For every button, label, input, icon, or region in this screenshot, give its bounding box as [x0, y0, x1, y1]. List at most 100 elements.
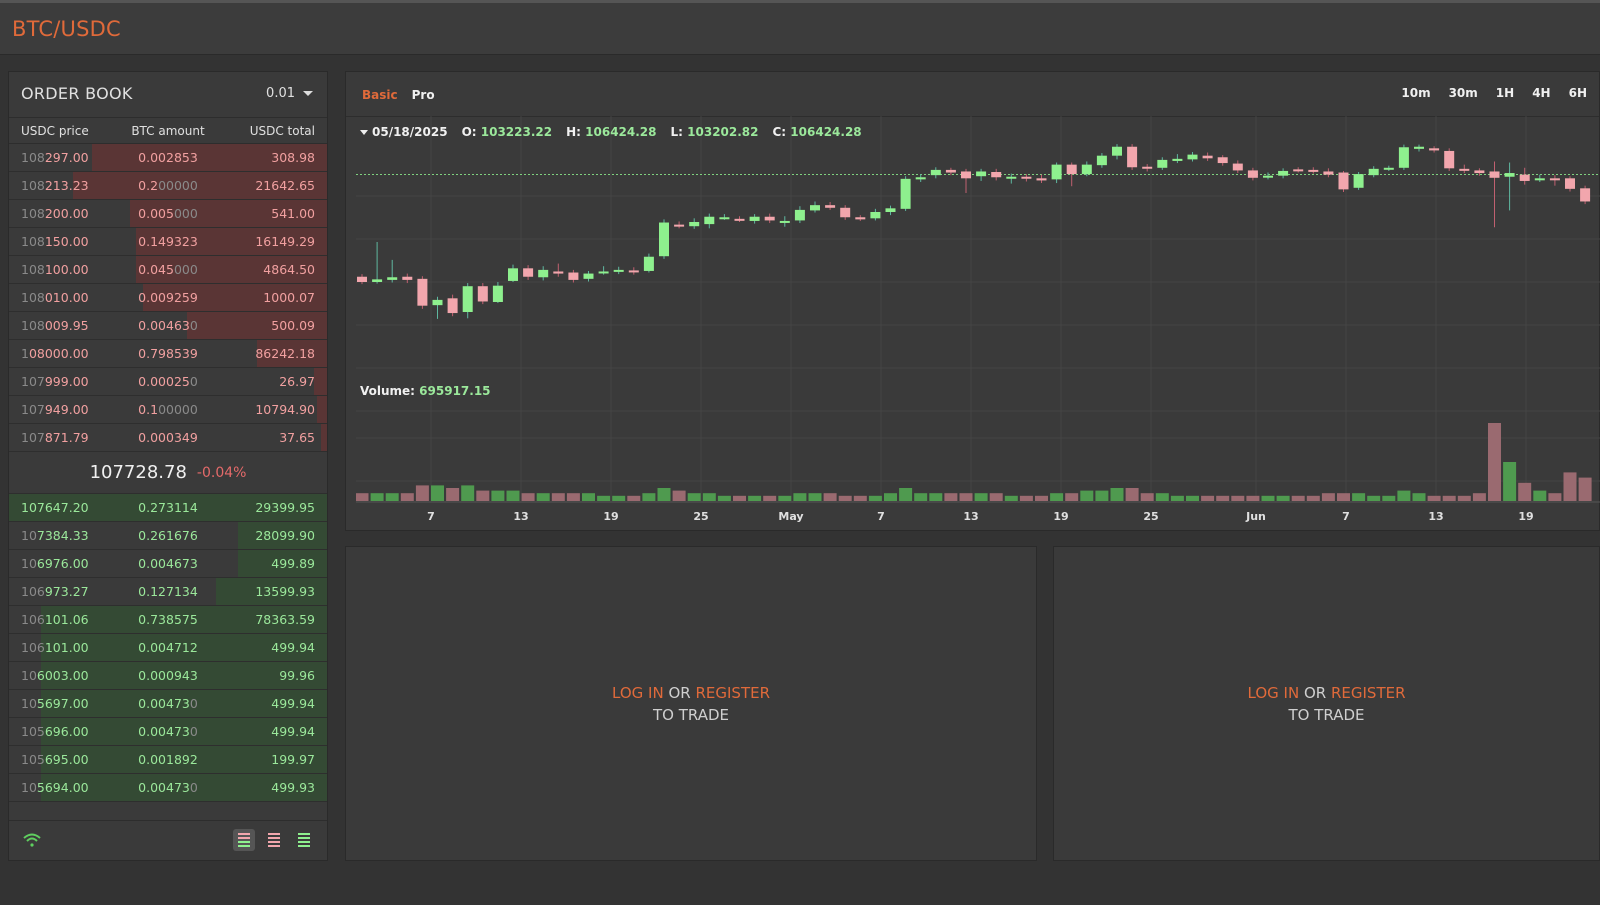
volume-label: Volume:: [360, 384, 415, 398]
bid-row[interactable]: 106003.00 0.000943 99.96: [9, 662, 327, 690]
ask-row[interactable]: 108200.00 0.005000 541.00: [9, 200, 327, 228]
asks-only-icon[interactable]: [263, 829, 285, 851]
row-amount: 0.127134: [119, 584, 217, 599]
candle-body: [1232, 163, 1243, 171]
ohlc-close-label: C:: [772, 125, 787, 139]
login-link[interactable]: LOG IN: [1247, 683, 1300, 702]
trading-pair-title[interactable]: BTC/USDC: [12, 17, 121, 41]
row-price: 108100.00: [21, 262, 119, 277]
bid-row[interactable]: 105695.00 0.001892 199.97: [9, 746, 327, 774]
row-amount-main: 0.273114: [138, 500, 198, 515]
candle-body: [387, 277, 398, 280]
candle-body: [1414, 146, 1424, 149]
bid-row[interactable]: 106101.00 0.004712 499.94: [9, 634, 327, 662]
volume-bar: [1140, 493, 1154, 501]
tab-pro[interactable]: Pro: [411, 88, 435, 102]
bid-row[interactable]: 107384.33 0.261676 28099.90: [9, 522, 327, 550]
row-amount-dim: 0: [189, 696, 198, 711]
candlestick-chart[interactable]: 7 13 19 25 May 7 13 19 25 Jun 7 13 19: [356, 116, 1600, 528]
ask-row[interactable]: 108150.00 0.149323 16149.29: [9, 228, 327, 256]
ask-row[interactable]: 108000.00 0.798539 86242.18: [9, 340, 327, 368]
row-price-dim: 108: [21, 290, 45, 305]
candle-body: [1006, 176, 1017, 179]
tab-basic[interactable]: Basic: [362, 88, 398, 102]
row-price-main: 101.06: [44, 612, 89, 627]
depth-bar: [257, 340, 327, 367]
interval-4h[interactable]: 4H: [1532, 86, 1551, 100]
bid-row[interactable]: 107647.20 0.273114 29399.95: [9, 494, 327, 522]
volume-bar: [884, 493, 897, 501]
bid-row[interactable]: 105696.00 0.004730 499.94: [9, 718, 327, 746]
candle-body: [1157, 159, 1168, 168]
register-link[interactable]: REGISTER: [695, 683, 770, 702]
row-total: 16149.29: [255, 234, 315, 249]
ask-row[interactable]: 108297.00 0.002853 308.98: [9, 144, 327, 172]
volume-bar: [823, 493, 837, 501]
bid-row[interactable]: 106101.06 0.738575 78363.59: [9, 606, 327, 634]
interval-30m[interactable]: 30m: [1448, 86, 1478, 100]
row-amount-main: 0.004673: [138, 556, 198, 571]
caret-down-icon: [303, 91, 313, 96]
order-book-title: ORDER BOOK: [21, 84, 133, 103]
interval-1h[interactable]: 1H: [1495, 86, 1515, 100]
bid-row[interactable]: 105694.00 0.004730 499.93: [9, 774, 327, 802]
ohlc-date[interactable]: 05/18/2025: [360, 125, 448, 139]
volume-bar: [717, 495, 731, 501]
row-price-dim: 108: [21, 262, 45, 277]
bid-row[interactable]: 106973.27 0.127134 13599.93: [9, 578, 327, 606]
row-amount-main: 0.009259: [138, 290, 198, 305]
ask-row[interactable]: 108009.95 0.004630 500.09: [9, 312, 327, 340]
row-price-dim: 108: [21, 178, 45, 193]
depth-bar: [9, 494, 327, 521]
x-tick-label: 7: [427, 510, 435, 523]
row-price-main: 871.79: [44, 430, 89, 445]
depth-bar: [142, 284, 327, 311]
volume-bar: [476, 490, 490, 501]
bids-only-icon[interactable]: [293, 829, 315, 851]
candle-body: [1036, 178, 1047, 181]
ohlc-high: H: 106424.28: [566, 125, 656, 139]
ask-row[interactable]: 108100.00 0.045000 4864.50: [9, 256, 327, 284]
precision-dropdown[interactable]: 0.01: [266, 86, 313, 101]
ask-row[interactable]: 107999.00 0.000250 26.97: [9, 368, 327, 396]
row-total: 28099.90: [255, 528, 315, 543]
candle-body: [492, 285, 503, 302]
volume-bar: [1125, 488, 1139, 501]
register-link[interactable]: REGISTER: [1330, 683, 1406, 702]
volume-bar: [1367, 495, 1381, 501]
row-amount: 0.200000: [119, 178, 217, 193]
candle-body: [1565, 178, 1575, 189]
volume-bar: [1261, 495, 1275, 501]
candle-body: [930, 169, 941, 176]
order-book-column-headers: USDC price BTC amount USDC total: [9, 118, 327, 144]
depth-bar: [314, 368, 327, 395]
both-sides-icon[interactable]: [233, 829, 255, 851]
volume-bar: [597, 495, 611, 501]
ask-row[interactable]: 107949.00 0.100000 10794.90: [9, 396, 327, 424]
ask-row[interactable]: 107871.79 0.000349 37.65: [9, 424, 327, 452]
order-book-panel: ORDER BOOK 0.01 USDC price BTC amount US…: [8, 71, 328, 861]
row-amount-main: 0.000943: [138, 668, 198, 683]
volume-bar: [1065, 493, 1079, 501]
candle-body: [1127, 146, 1138, 168]
ohlc-open-label: O:: [461, 125, 477, 139]
row-price-main: 949.00: [44, 402, 89, 417]
candle-body: [357, 276, 367, 282]
candle-body: [915, 177, 926, 180]
row-amount: 0.005000: [119, 206, 217, 221]
interval-6h[interactable]: 6H: [1568, 86, 1587, 100]
bid-row[interactable]: 106976.00 0.004673 499.89: [9, 550, 327, 578]
interval-10m[interactable]: 10m: [1401, 86, 1431, 100]
ask-row[interactable]: 108213.23 0.200000 21642.65: [9, 172, 327, 200]
bid-row[interactable]: 105697.00 0.004730 499.94: [9, 690, 327, 718]
volume-bar: [521, 493, 535, 501]
row-price-main: 999.00: [44, 374, 89, 389]
volume-value: 695917.15: [419, 384, 491, 398]
candle-body: [1051, 164, 1062, 180]
depth-bar: [129, 200, 327, 227]
candle-body: [1323, 171, 1334, 175]
ask-row[interactable]: 108010.00 0.009259 1000.07: [9, 284, 327, 312]
login-link[interactable]: LOG IN: [612, 683, 664, 702]
chart-divider: [346, 116, 1599, 117]
volume-bar: [1518, 482, 1532, 501]
